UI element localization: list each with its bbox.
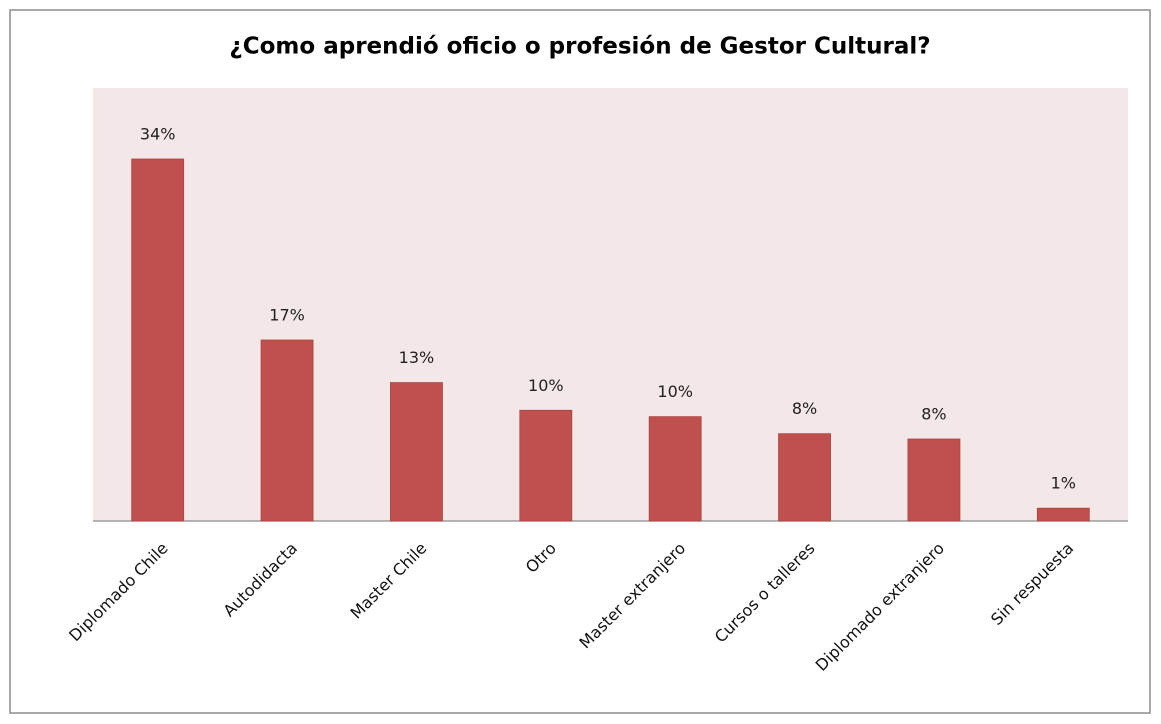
plot-area bbox=[93, 88, 1128, 521]
bar bbox=[519, 409, 573, 522]
bar bbox=[1036, 507, 1090, 522]
bar bbox=[390, 382, 443, 522]
bar bbox=[648, 416, 702, 522]
bar bbox=[907, 438, 961, 522]
bar bbox=[131, 158, 185, 522]
bar bbox=[778, 433, 831, 522]
value-label: 34% bbox=[140, 125, 176, 144]
value-label: 8% bbox=[792, 399, 817, 418]
chart-title: ¿Como aprendió oficio o profesión de Ges… bbox=[229, 34, 930, 60]
value-label: 10% bbox=[657, 382, 693, 401]
value-label: 13% bbox=[399, 348, 435, 367]
value-label: 8% bbox=[921, 405, 946, 424]
value-label: 1% bbox=[1051, 474, 1076, 493]
value-label: 10% bbox=[528, 376, 564, 395]
bar bbox=[260, 339, 314, 522]
value-label: 17% bbox=[269, 306, 305, 325]
